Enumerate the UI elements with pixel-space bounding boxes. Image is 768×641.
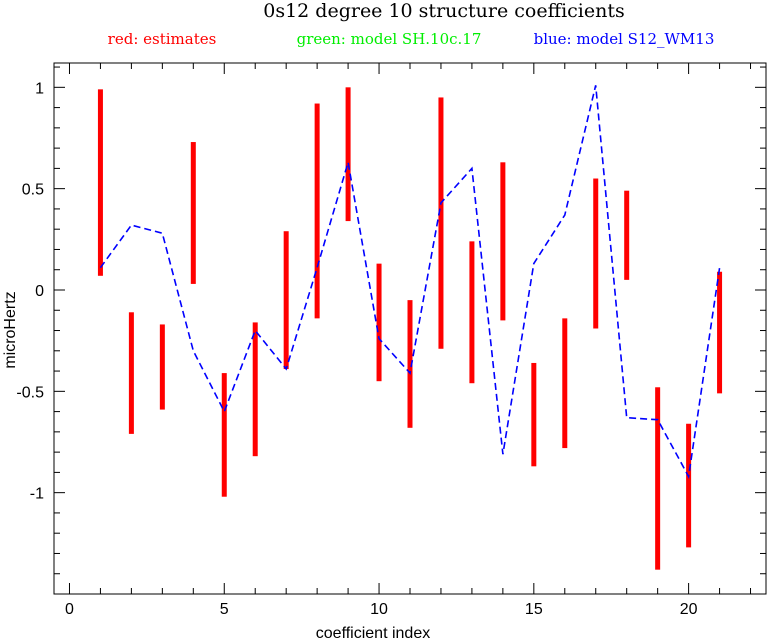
estimate-bar — [407, 300, 413, 428]
estimate-bar — [221, 373, 227, 497]
model-s12-line — [99, 85, 721, 479]
estimate-bar — [655, 387, 661, 570]
estimate-bar — [531, 362, 537, 467]
chart-title: 0s12 degree 10 structure coefficients — [263, 0, 625, 22]
estimate-bar — [345, 87, 351, 222]
x-tick-labels: 0 5 10 15 20 — [65, 601, 698, 618]
estimate-bar — [190, 142, 196, 284]
estimate-bar — [128, 312, 134, 434]
x-tick-label: 10 — [370, 601, 388, 618]
estimate-bar — [562, 318, 568, 449]
estimate-bar — [686, 423, 692, 548]
estimate-bar — [624, 190, 630, 280]
x-tick-label: 15 — [525, 601, 543, 618]
y-tick-label: -1 — [30, 486, 44, 503]
legend-model-sh: green: model SH.10c.17 — [297, 30, 482, 48]
estimate-bar — [500, 162, 506, 321]
x-tick-label: 20 — [680, 601, 698, 618]
legend-model-s12: blue: model S12_WM13 — [534, 30, 715, 48]
x-tick-label: 5 — [220, 601, 229, 618]
y-tick-label: 1 — [35, 80, 44, 97]
y-axis-label: microHertz — [2, 291, 19, 368]
estimate-bar — [97, 89, 103, 276]
estimate-bar — [438, 97, 444, 349]
y-tick-labels: 1 0.5 0 -0.5 -1 — [16, 80, 44, 502]
y-tick-label: 0 — [35, 283, 44, 300]
estimate-bar — [283, 231, 289, 370]
estimate-bar — [159, 324, 165, 410]
legend-estimates: red: estimates — [108, 30, 217, 48]
y-tick-label: -0.5 — [16, 384, 44, 401]
axis-ticks — [54, 63, 766, 594]
estimate-bar — [314, 103, 320, 319]
estimate-bar — [717, 271, 723, 394]
estimate-bars — [97, 87, 723, 570]
x-axis-label: coefficient index — [316, 625, 430, 641]
estimate-bar — [376, 263, 382, 382]
estimate-bar — [469, 241, 475, 384]
estimate-bar — [252, 322, 258, 457]
y-tick-label: 0.5 — [22, 182, 44, 199]
x-tick-label: 0 — [65, 601, 74, 618]
estimate-bar — [593, 178, 599, 329]
